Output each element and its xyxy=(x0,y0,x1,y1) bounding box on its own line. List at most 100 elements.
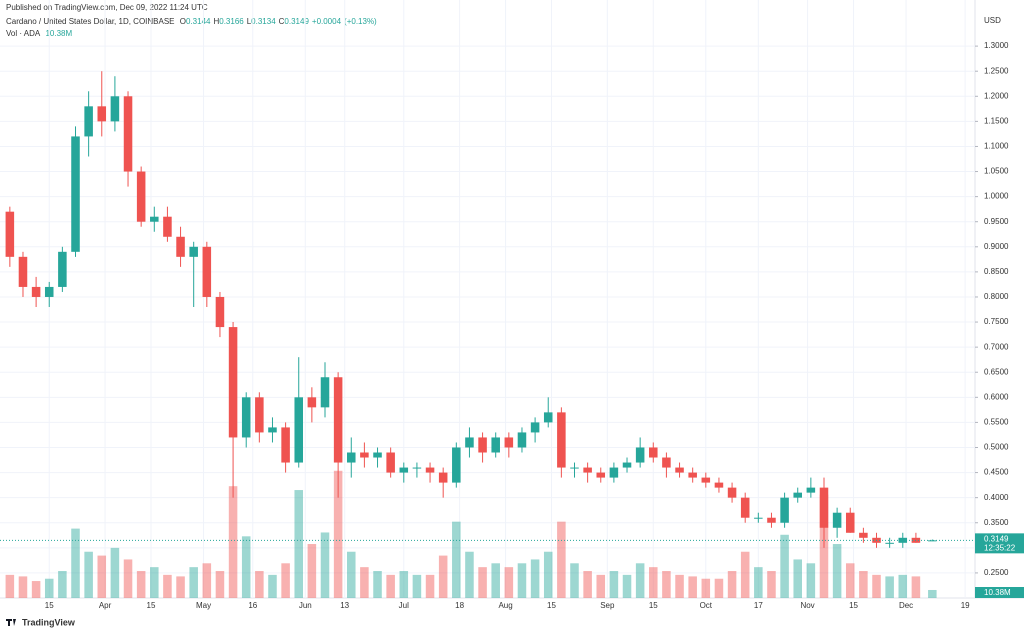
candle-body xyxy=(228,327,238,438)
candle-body xyxy=(307,397,317,408)
volume-bar xyxy=(136,571,146,598)
volume-bar xyxy=(740,551,750,598)
y-tick-label: 0.5500 xyxy=(984,418,1009,427)
candle-body xyxy=(425,467,435,473)
candle-body xyxy=(754,517,763,519)
y-tick-label: 0.7000 xyxy=(984,342,1009,351)
y-tick-label: 0.8000 xyxy=(984,292,1009,301)
volume-bar xyxy=(675,574,684,598)
candle-body xyxy=(780,497,789,523)
volume-bar xyxy=(18,576,28,598)
x-tick-label: Apr xyxy=(99,601,112,610)
volume-bar xyxy=(84,551,93,598)
volume-bar xyxy=(780,534,789,598)
volume-bar xyxy=(202,563,212,598)
candle-body xyxy=(491,437,500,453)
volume-legend: Vol · ADA 10.38M xyxy=(6,29,75,38)
y-tick-label: 0.4500 xyxy=(984,468,1009,477)
candle-body xyxy=(5,211,15,257)
x-tick-label: Nov xyxy=(800,601,814,610)
volume-bar xyxy=(281,563,290,598)
volume-bar xyxy=(754,567,763,598)
x-tick-label: 15 xyxy=(547,601,556,610)
x-tick-label: 18 xyxy=(455,601,464,610)
volume-bar xyxy=(885,576,894,598)
y-tick-label: 0.9500 xyxy=(984,217,1009,226)
volume-tag xyxy=(975,587,1024,598)
candle-body xyxy=(688,472,697,478)
y-tick-label: 1.0000 xyxy=(984,192,1009,201)
candle-body xyxy=(294,397,304,463)
volume-bar xyxy=(150,567,159,598)
grid xyxy=(0,0,975,598)
volume-name: Vol · ADA xyxy=(6,29,41,38)
volume-bar xyxy=(465,551,474,598)
volume-bar xyxy=(189,567,198,598)
ohlc-value: 0.3149 xyxy=(284,17,309,26)
candle-body xyxy=(583,467,592,473)
volume-bar xyxy=(767,571,776,598)
candle-body xyxy=(202,246,212,297)
volume-bar xyxy=(832,544,842,598)
volume-tag-label: 10.38M xyxy=(984,588,1011,597)
last-price-tag xyxy=(975,533,1024,554)
candle-body xyxy=(557,412,566,468)
candle-body xyxy=(662,457,671,468)
x-tick-label: Jun xyxy=(299,601,312,610)
x-tick-label: 16 xyxy=(248,601,257,610)
candle-body xyxy=(346,452,356,463)
symbol: Cardano / United States Dollar, 1D, COIN… xyxy=(6,17,175,26)
candle-body xyxy=(859,532,868,538)
x-tick-label: 17 xyxy=(754,601,763,610)
candle-body xyxy=(727,487,737,498)
change: +0.0004 xyxy=(311,17,342,26)
candle-body xyxy=(71,136,80,252)
y-tick-label: 0.6000 xyxy=(984,392,1009,401)
volume-bar xyxy=(412,574,422,598)
volume-bar xyxy=(386,574,395,598)
candle-body xyxy=(740,497,750,518)
y-tick-label: 0.5000 xyxy=(984,443,1009,452)
candle-body xyxy=(58,251,67,287)
volume-bar xyxy=(557,521,566,598)
volume-bar xyxy=(71,528,80,598)
candle-body xyxy=(622,462,632,468)
ohlc-value: 0.3134 xyxy=(251,17,276,26)
volume-bar xyxy=(596,574,606,598)
volume-bar xyxy=(438,555,448,598)
ohlc-label: C xyxy=(278,17,285,26)
volume-bar xyxy=(504,567,514,598)
candle-body xyxy=(386,452,395,473)
volume-bar xyxy=(793,559,802,598)
volume-bar xyxy=(649,567,658,598)
volume-bar xyxy=(491,563,500,598)
volume-bar xyxy=(928,589,937,598)
candle-body xyxy=(31,286,41,297)
volume-bar xyxy=(333,470,343,598)
y-tick-label: 1.2000 xyxy=(984,91,1009,100)
x-tick-label: 15 xyxy=(849,601,858,610)
y-tick-label: 1.0500 xyxy=(984,167,1009,176)
volume-bar xyxy=(688,576,697,598)
volume-bar xyxy=(123,559,133,598)
candle-body xyxy=(714,482,724,488)
ohlc-label: O xyxy=(179,17,186,26)
volume-bar xyxy=(517,563,527,598)
x-tick-label: Dec xyxy=(899,601,913,610)
change-pct: (+0.13%) xyxy=(344,17,377,26)
y-tick-label: 0.7500 xyxy=(984,317,1009,326)
volume-bar xyxy=(241,536,251,598)
volume-bar xyxy=(530,559,540,598)
footer-logo: TradingView xyxy=(22,617,76,627)
candle-body xyxy=(18,256,28,287)
candle-body xyxy=(530,422,540,433)
volume-bar xyxy=(346,551,356,598)
candle-body xyxy=(150,216,159,222)
candle-body xyxy=(123,96,133,172)
volume-bar xyxy=(872,574,881,598)
ohlc-value: 0.3144 xyxy=(186,17,211,26)
volume-bar xyxy=(859,571,868,598)
candle-body xyxy=(373,452,382,458)
y-tick-label: 1.1500 xyxy=(984,116,1009,125)
